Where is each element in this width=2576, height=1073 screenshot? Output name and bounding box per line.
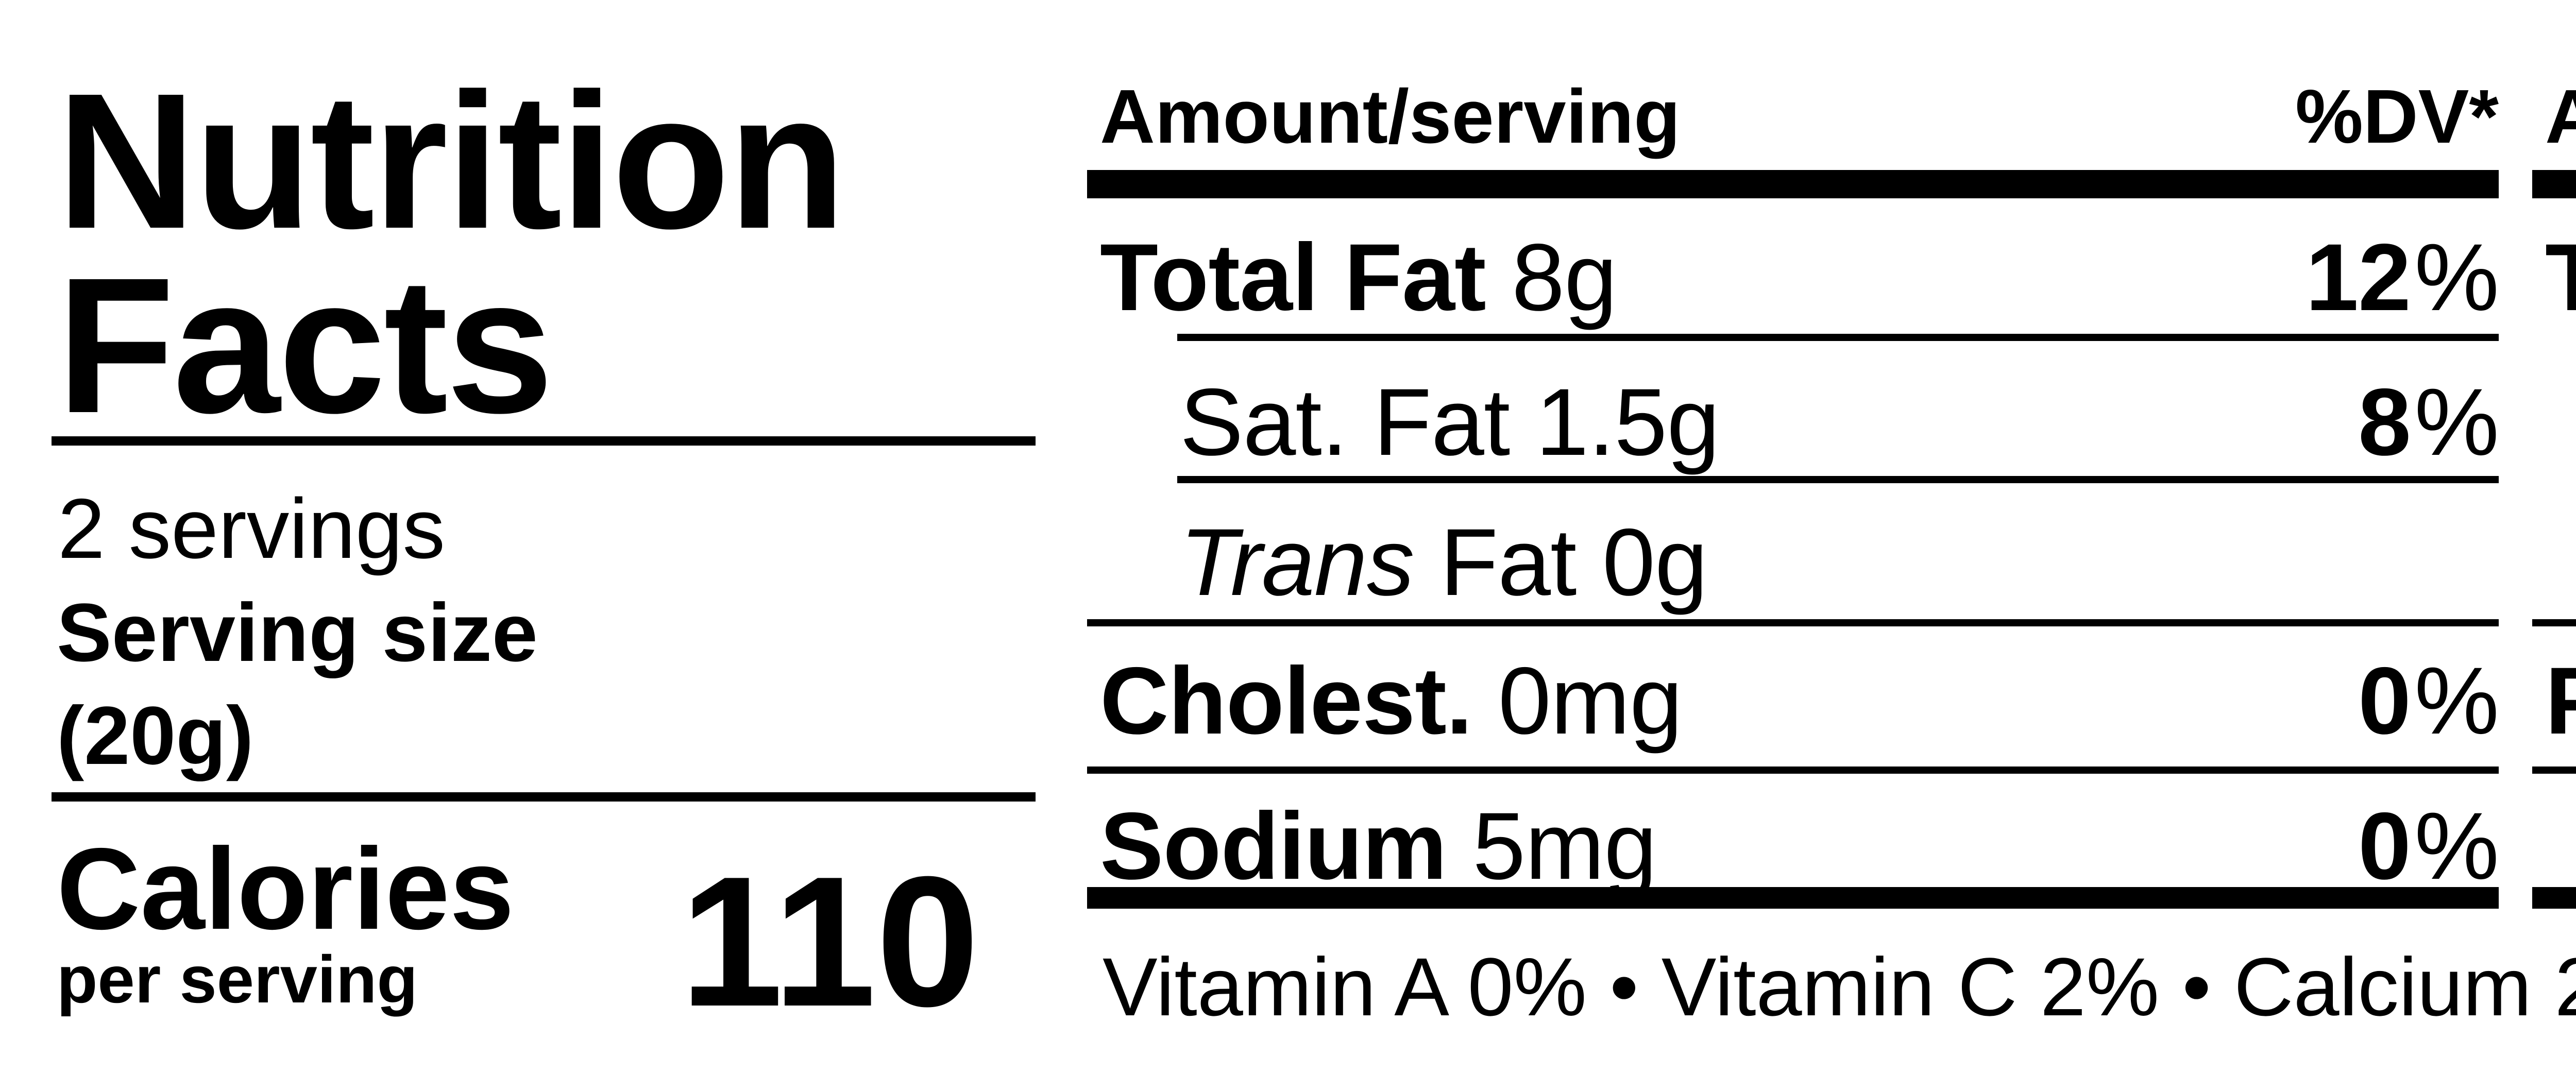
- calories-value: 110: [680, 838, 979, 1045]
- serving-size-label: Serving size: [57, 586, 538, 678]
- nutrient-name: Total Carb. 8g: [2545, 225, 2576, 331]
- row-cholesterol: Cholest. 0mg 0%: [1100, 654, 2499, 749]
- nutrient-column-right: Amount/serving %DV* Total Carb. 8g 3% Fi…: [2532, 0, 2576, 1073]
- label-title: Nutrition Facts: [57, 54, 846, 454]
- nutrient-name: Sodium 5mg: [1100, 793, 1657, 899]
- thin-divider: [2532, 619, 2576, 626]
- nutrient-name: Sat. Fat 1.5g: [1180, 369, 1720, 475]
- thin-divider: [1087, 767, 2499, 774]
- nutrient-name: Total Fat 8g: [1100, 225, 1617, 331]
- nutrient-name: Trans Fat 0g: [1180, 509, 1708, 616]
- thin-divider: [1177, 476, 2499, 483]
- row-sodium: Sodium 5mg 0%: [1100, 799, 2499, 894]
- row-sat-fat: Sat. Fat 1.5g 8%: [1180, 375, 2499, 470]
- nutrient-name: Cholest. 0mg: [1100, 648, 1683, 754]
- dv-value: 0%: [2358, 793, 2499, 899]
- row-total-carb: Total Carb. 8g 3%: [2545, 230, 2576, 326]
- label-title-line2: Facts: [57, 238, 554, 454]
- nutrient-column-left: Amount/serving %DV* Total Fat 8g 12% Sat…: [1087, 0, 2499, 1073]
- dv-value: [2495, 515, 2499, 610]
- dv-value: 12%: [2306, 225, 2499, 331]
- divider-left-top: [52, 436, 1036, 446]
- serving-size-value: (20g): [57, 689, 254, 781]
- amount-serving-header: Amount/serving: [1100, 74, 1681, 159]
- nutrient-name: Protein 3g: [2545, 654, 2576, 749]
- heavy-divider: [2532, 887, 2576, 909]
- amount-serving-header: Amount/serving: [2545, 74, 2576, 159]
- divider-left-bottom: [52, 792, 1036, 802]
- thin-divider: [1087, 619, 2499, 626]
- calories-sublabel: per serving: [57, 942, 418, 1017]
- row-protein: Protein 3g 6%: [2545, 654, 2576, 749]
- column-header: Amount/serving %DV*: [2545, 79, 2576, 155]
- dv-value: 8%: [2358, 369, 2499, 475]
- heavy-divider: [2532, 170, 2576, 198]
- row-trans-fat: Trans Fat 0g: [1180, 515, 2499, 610]
- heavy-divider: [1087, 887, 2499, 909]
- percent-dv-header: %DV*: [2295, 74, 2499, 159]
- label-title-line1: Nutrition: [57, 54, 846, 269]
- heavy-divider: [1087, 170, 2499, 198]
- servings-count: 2 servings: [58, 481, 446, 576]
- thin-divider: [1177, 334, 2499, 341]
- calories-label: Calories: [57, 824, 514, 953]
- dv-value: 0%: [2358, 648, 2499, 754]
- column-header: Amount/serving %DV*: [1100, 79, 2499, 155]
- row-total-fat: Total Fat 8g 12%: [1100, 230, 2499, 326]
- thin-divider: [2532, 767, 2576, 774]
- vitamins-footnote: Vitamin A 0% • Vitamin C 2% • Calcium 2%…: [1103, 941, 2576, 1033]
